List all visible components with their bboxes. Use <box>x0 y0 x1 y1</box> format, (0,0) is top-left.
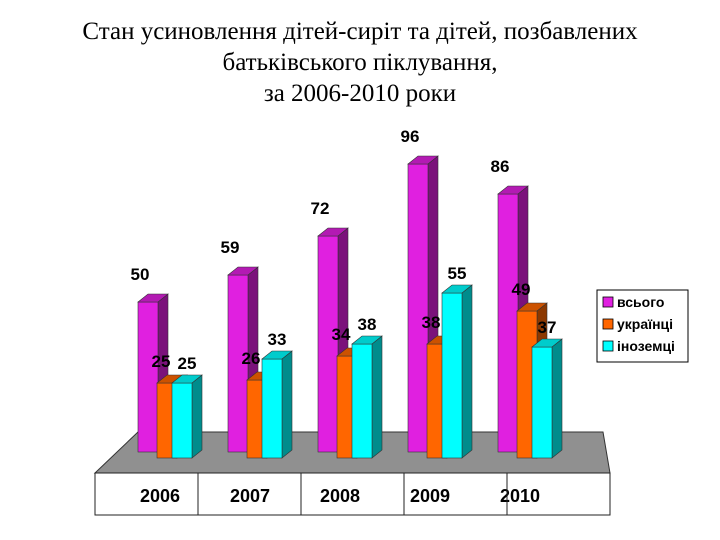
value-label-2006-2: 25 <box>152 352 171 371</box>
value-label-2008-2: 34 <box>332 325 351 344</box>
category-labels: 2006 2007 2008 2009 2010 <box>140 473 540 515</box>
value-label-2006-1: 50 <box>131 265 150 284</box>
value-label-2009-1: 96 <box>401 127 420 146</box>
chart-title-line-2: батьківського піклування, <box>222 49 498 76</box>
legend-item-inozemtsi: іноземці <box>617 338 675 354</box>
value-label-2009-3: 55 <box>448 264 467 283</box>
value-label-2009-2: 38 <box>422 313 441 332</box>
value-label-2010-2: 49 <box>512 280 531 299</box>
legend-item-inozemtsi-swatch <box>602 340 614 352</box>
bar-2008-3 <box>351 335 383 459</box>
category-label-2007: 2007 <box>230 486 270 506</box>
value-label-2006-3: 25 <box>178 354 197 373</box>
bar-2007-3 <box>261 350 293 459</box>
value-label-2010-1: 86 <box>491 157 510 176</box>
value-label-2008-3: 38 <box>358 315 377 334</box>
bar-2006-3 <box>171 374 203 459</box>
value-label-2008-1: 72 <box>311 199 330 218</box>
legend-item-vsogo: всього <box>617 294 664 310</box>
category-label-2009: 2009 <box>410 486 450 506</box>
chart-title-line-1: Стан усиновлення дітей-сиріт та дітей, п… <box>82 18 638 45</box>
value-label-2007-1: 59 <box>221 238 240 257</box>
category-label-2008: 2008 <box>320 486 360 506</box>
value-label-2007-2: 26 <box>242 349 261 368</box>
value-label-2007-3: 33 <box>268 330 287 349</box>
category-label-2010: 2010 <box>500 486 540 506</box>
bars-group: 50 25 25 59 26 33 72 34 38 96 38 55 86 49 37 <box>131 127 563 459</box>
category-axis-box <box>94 472 611 516</box>
bar-2010-3 <box>531 338 563 459</box>
legend-item-ukraintsi: українці <box>617 316 673 332</box>
legend-item-vsogo-swatch <box>602 296 614 308</box>
value-label-2010-3: 37 <box>538 318 557 337</box>
category-label-2006: 2006 <box>140 486 180 506</box>
legend-item-ukraintsi-swatch <box>602 318 614 330</box>
chart-title-line-3: за 2006-2010 роки <box>263 80 457 107</box>
bar-2009-3 <box>441 284 473 459</box>
chart-title: Стан усиновлення дітей-сиріт та дітей, п… <box>0 16 720 109</box>
legend: всього українці іноземці <box>596 289 689 363</box>
